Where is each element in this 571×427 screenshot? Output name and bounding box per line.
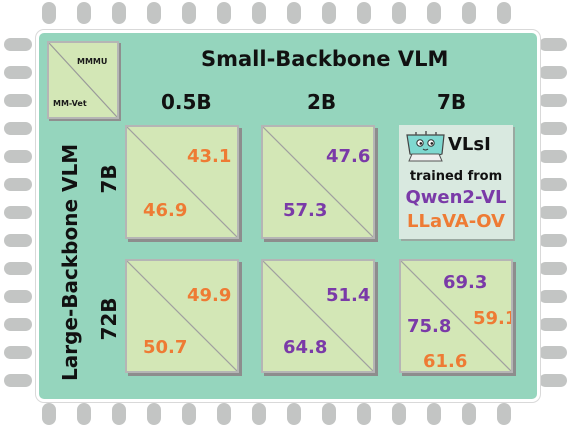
row-axis-title: Large-Backbone VLM <box>58 143 82 381</box>
chip-pin <box>539 206 567 219</box>
chip-pin <box>4 234 32 247</box>
vlsi-mascot-icon <box>406 131 445 162</box>
chip-pin <box>392 2 406 24</box>
chip-pin <box>4 66 32 79</box>
cell-top-value: 47.6 <box>326 146 371 167</box>
chip-pin <box>42 403 56 425</box>
cell-bottom-value: 57.3 <box>283 200 328 221</box>
chip-pin <box>252 403 266 425</box>
chip-pin <box>539 66 567 79</box>
chip-pin <box>539 318 567 331</box>
chip-pin <box>462 2 476 24</box>
chip-pin <box>217 403 231 425</box>
column-axis-title: Small-Backbone VLM <box>201 47 449 71</box>
chip-pin <box>77 2 91 24</box>
chip-pin <box>497 2 511 24</box>
chip-pin <box>287 2 301 24</box>
chip-pin <box>357 403 371 425</box>
cell-7b-0-5b: 43.1 46.9 <box>125 125 239 239</box>
chip-pin <box>147 403 161 425</box>
chip-pin <box>287 403 301 425</box>
cell-72b-2b: 51.4 64.8 <box>261 259 375 373</box>
chip-pin <box>182 403 196 425</box>
chip-pin <box>182 2 196 24</box>
legend-top-metric: MMMU <box>77 57 108 66</box>
cell-bottom-value: 46.9 <box>143 200 188 221</box>
chip-pin <box>252 2 266 24</box>
column-label-1: 2B <box>307 90 337 114</box>
chip-pin <box>539 290 567 303</box>
chip-pin <box>147 2 161 24</box>
legend-bottom-metric: MM-Vet <box>53 99 87 108</box>
chip-pin <box>77 403 91 425</box>
cell-bottom-value-qwen: 75.8 <box>407 316 452 337</box>
row-label-1: 72B <box>97 297 121 341</box>
chip-pin <box>112 403 126 425</box>
chip-pin <box>4 122 32 135</box>
chip-pin <box>4 38 32 51</box>
chip-pin <box>539 178 567 191</box>
chip-pin <box>427 403 441 425</box>
chip-pin <box>4 262 32 275</box>
brand-model-llava: LLaVA-OV <box>407 211 505 232</box>
chip-pin <box>322 403 336 425</box>
metric-legend: MMMU MM-Vet <box>47 41 119 119</box>
chip-pin <box>4 290 32 303</box>
cell-bottom-value: 64.8 <box>283 337 328 358</box>
chip-pin <box>497 403 511 425</box>
cell-72b-0-5b: 49.9 50.7 <box>125 259 239 373</box>
chip-pin <box>322 2 336 24</box>
cell-bottom-value: 50.7 <box>143 337 188 358</box>
chip-board: MMMU MM-Vet Small-Backbone VLM 0.5B 2B 7… <box>36 30 540 402</box>
chip-pin <box>4 178 32 191</box>
cell-7b-2b: 47.6 57.3 <box>261 125 375 239</box>
cell-bottom-value-llava: 61.6 <box>423 351 468 372</box>
chip-pin <box>539 94 567 107</box>
cell-top-value: 43.1 <box>187 146 232 167</box>
chip-pin <box>539 262 567 275</box>
chip-pin <box>4 318 32 331</box>
cell-72b-7b: 69.3 59.1 75.8 61.6 <box>399 259 513 373</box>
row-label-0: 7B <box>97 164 121 194</box>
brand-name: VLsI <box>448 134 491 155</box>
brand-subtitle: trained from <box>409 169 503 184</box>
chip-pin <box>539 122 567 135</box>
chip-pin <box>4 346 32 359</box>
column-label-0: 0.5B <box>161 90 212 114</box>
chip-pin <box>392 403 406 425</box>
chip-pin <box>539 346 567 359</box>
brand-model-qwen: Qwen2-VL <box>405 187 507 208</box>
chip-pin <box>4 94 32 107</box>
chip-pin <box>4 150 32 163</box>
chip-pin <box>4 374 32 387</box>
chip-pin <box>4 206 32 219</box>
cell-top-value: 49.9 <box>187 285 232 306</box>
chip-pin <box>539 38 567 51</box>
chip-pin <box>112 2 126 24</box>
chip-pin <box>539 234 567 247</box>
chip-pin <box>42 2 56 24</box>
chip-pin <box>462 403 476 425</box>
cell-top-value-llava: 59.1 <box>473 308 513 329</box>
chip-pin <box>427 2 441 24</box>
chip-pin <box>357 2 371 24</box>
chip-pin <box>539 374 567 387</box>
chip-pin <box>217 2 231 24</box>
cell-top-value: 51.4 <box>326 285 371 306</box>
cell-top-value-qwen: 69.3 <box>443 272 488 293</box>
column-label-2: 7B <box>437 90 467 114</box>
vlsi-brand-box: VLsI trained from Qwen2-VL LLaVA-OV <box>399 125 513 239</box>
chip-pin <box>539 150 567 163</box>
